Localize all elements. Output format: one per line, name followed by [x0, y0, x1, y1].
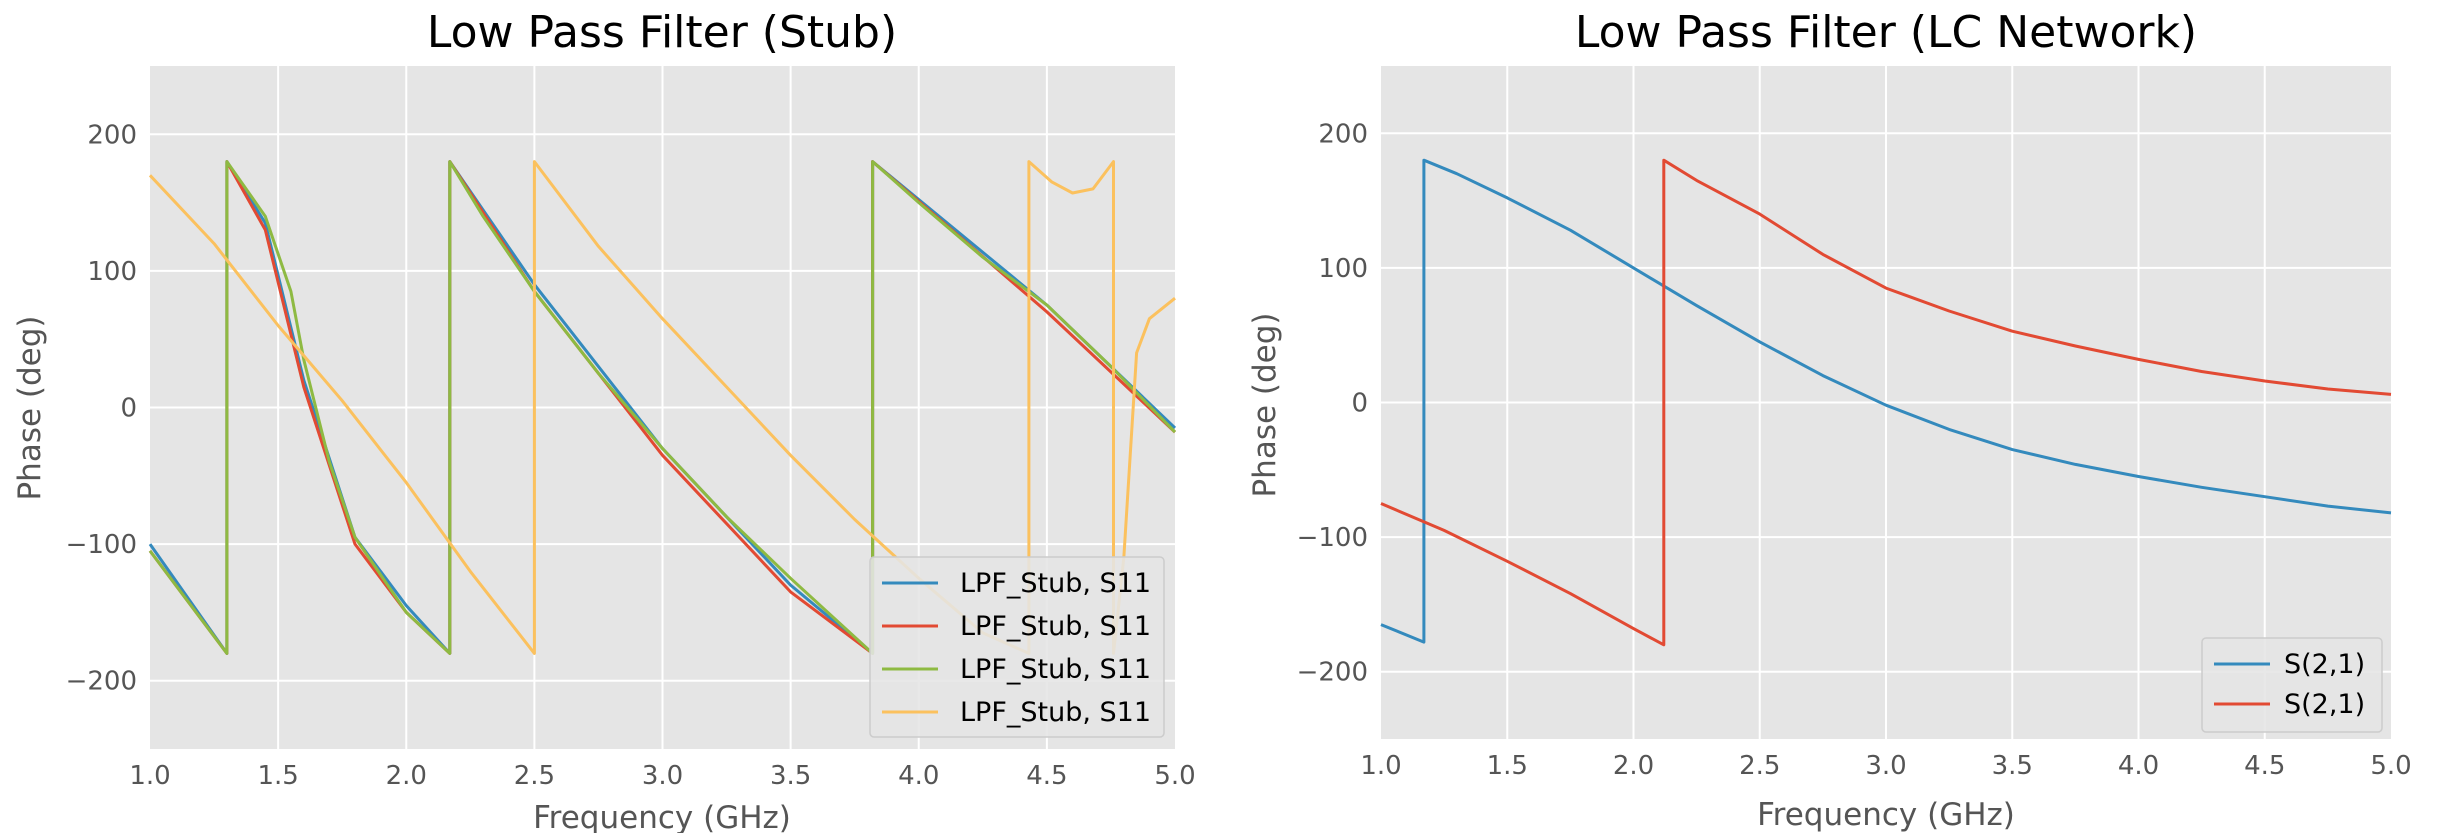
y-tick-label: −100: [66, 530, 137, 560]
legend: S(2,1) S(2,1): [2201, 637, 2383, 733]
x-tick-label: 1.5: [1487, 751, 1528, 781]
chart-left: 1.0 1.5 2.0 2.5 3.0 3.5 4.0 4.5 5.0 200 100 0 −100 −2…: [12, 7, 1196, 833]
y-tick-label: 0: [1351, 389, 1368, 419]
chart-title: Low Pass Filter (LC Network): [1575, 7, 2197, 58]
x-tick-label: 4.5: [1026, 761, 1067, 791]
x-tick-label: 3.0: [1865, 751, 1906, 781]
legend: LPF_Stub, S11 LPF_Stub, S11 LPF_Stub, S11 L…: [869, 556, 1165, 738]
series-line-1: [1380, 158, 2392, 644]
legend-entry: LPF_Stub, S11: [960, 654, 1151, 685]
x-tick-label: 1.5: [257, 761, 298, 791]
x-tick-label: 4.0: [898, 761, 939, 791]
x-tick-label: 5.0: [2370, 751, 2411, 781]
y-tick-label: −200: [1297, 658, 1368, 688]
legend-box: [2201, 637, 2383, 733]
gridlines: [1381, 66, 2391, 739]
x-tick-label: 2.0: [386, 761, 427, 791]
x-tick-label: 2.5: [514, 761, 555, 791]
tick-labels: 1.0 1.5 2.0 2.5 3.0 3.5 4.0 4.5 5.0 200 100 0 −100 −2…: [1297, 119, 2412, 781]
x-tick-label: 3.5: [770, 761, 811, 791]
tick-labels: 1.0 1.5 2.0 2.5 3.0 3.5 4.0 4.5 5.0 200 100 0 −100 −2…: [66, 120, 1196, 791]
y-tick-label: 200: [1318, 119, 1368, 149]
legend-box: [869, 556, 1165, 738]
y-tick-label: 100: [87, 257, 137, 287]
series-line-2: [1380, 158, 2392, 647]
legend-entry: S(2,1): [2284, 649, 2365, 680]
legend-entry: S(2,1): [2284, 689, 2365, 720]
x-tick-label: 1.0: [1360, 751, 1401, 781]
y-axis-label: Phase (deg): [12, 315, 48, 500]
chart-right: 1.0 1.5 2.0 2.5 3.0 3.5 4.0 4.5 5.0 200 100 0 −100 −2…: [1247, 7, 2412, 833]
x-axis-label: Frequency (GHz): [1757, 797, 2015, 833]
x-tick-label: 5.0: [1154, 761, 1195, 791]
x-tick-label: 2.5: [1739, 751, 1780, 781]
x-tick-label: 1.0: [129, 761, 170, 791]
x-tick-label: 2.0: [1613, 751, 1654, 781]
x-tick-label: 4.5: [2244, 751, 2285, 781]
y-tick-label: 0: [120, 394, 137, 424]
legend-entry: LPF_Stub, S11: [960, 568, 1151, 599]
x-tick-label: 3.5: [1992, 751, 2033, 781]
x-tick-label: 4.0: [2118, 751, 2159, 781]
y-axis-label: Phase (deg): [1247, 312, 1283, 497]
chart-title: Low Pass Filter (Stub): [427, 7, 897, 58]
y-tick-label: 200: [87, 120, 137, 150]
series-line-3: [148, 160, 1177, 655]
y-tick-label: −200: [66, 667, 137, 697]
y-tick-label: −100: [1297, 523, 1368, 553]
y-tick-label: 100: [1318, 254, 1368, 284]
x-axis-label: Frequency (GHz): [533, 800, 791, 833]
legend-entry: LPF_Stub, S11: [960, 611, 1151, 642]
series-lines: [1380, 158, 2392, 647]
legend-entry: LPF_Stub, S11: [960, 697, 1151, 728]
x-tick-label: 3.0: [642, 761, 683, 791]
